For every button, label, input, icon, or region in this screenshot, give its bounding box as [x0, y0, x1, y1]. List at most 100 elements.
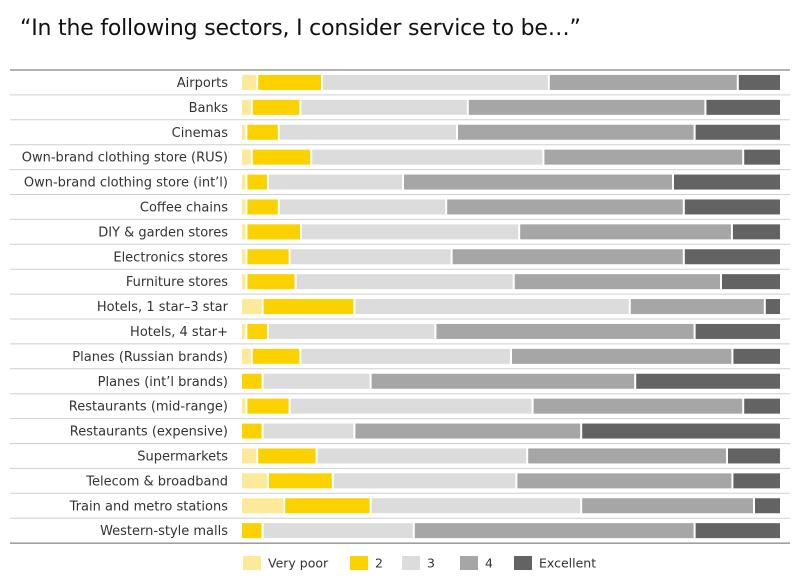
bar-segment: [744, 149, 780, 165]
legend-label: 2: [375, 556, 383, 571]
bar-segment: [355, 299, 629, 315]
bar-segment: [242, 473, 267, 489]
bar-segment: [695, 523, 780, 539]
bar-segment: [722, 274, 780, 290]
bar-segment: [549, 74, 737, 90]
bar-segment: [296, 274, 513, 290]
bar-segment: [744, 398, 780, 414]
category-label: Train and metro stations: [69, 499, 229, 514]
bar-segment: [242, 124, 246, 140]
category-label: Restaurants (expensive): [70, 425, 228, 440]
bar-segment: [252, 99, 300, 115]
bar-segment: [242, 74, 257, 90]
bar-segment: [247, 174, 267, 190]
category-label: Western-style malls: [100, 524, 228, 539]
bar-segment: [279, 124, 456, 140]
bar-segment: [242, 174, 246, 190]
bar-segment: [263, 299, 354, 315]
bar-segment: [404, 174, 672, 190]
bar-segment: [242, 498, 284, 514]
bar-segment: [355, 423, 581, 439]
bar-segment: [371, 498, 581, 514]
bar-segment: [247, 249, 289, 265]
bar-segment: [242, 373, 262, 389]
bar-segment: [684, 199, 780, 215]
legend-label: Very poor: [268, 556, 329, 571]
bar-segment: [733, 348, 780, 364]
bar-segment: [302, 224, 519, 240]
bar-segment: [290, 249, 451, 265]
bar-segment: [732, 224, 780, 240]
legend-swatch: [460, 556, 478, 570]
bar-segment: [533, 398, 743, 414]
legend-swatch: [514, 556, 532, 570]
bar-segment: [468, 99, 705, 115]
bar-segment: [684, 249, 780, 265]
legend-label: 4: [485, 556, 493, 571]
bar-segment: [706, 99, 780, 115]
bar-segment: [247, 224, 300, 240]
bar-segment: [630, 299, 764, 315]
category-label: Electronics stores: [113, 250, 228, 265]
category-label: Banks: [189, 101, 229, 116]
bar-segment: [436, 323, 694, 339]
category-label: Restaurants (mid-range): [69, 400, 228, 415]
bar-segment: [242, 523, 262, 539]
bar-segment: [247, 274, 295, 290]
bar-segment: [582, 498, 753, 514]
bar-segment: [517, 473, 732, 489]
bar-segment: [452, 249, 683, 265]
category-label: Telecom & broadband: [85, 474, 228, 489]
legend-swatch: [402, 556, 420, 570]
bar-segment: [301, 99, 467, 115]
category-label: Hotels, 1 star–3 star: [97, 300, 229, 315]
bar-segment: [242, 249, 246, 265]
bar-segment: [695, 323, 780, 339]
category-label: DIY & garden stores: [98, 225, 228, 240]
bar-segment: [269, 174, 402, 190]
bar-segment: [242, 323, 246, 339]
category-label: Own-brand clothing store (int’l): [24, 176, 228, 191]
bar-segment: [279, 199, 446, 215]
category-label: Cinemas: [172, 126, 229, 141]
bar-segment: [247, 323, 267, 339]
bar-segment: [242, 274, 246, 290]
bar-segment: [247, 199, 278, 215]
legend-swatch: [243, 556, 261, 570]
bar-segment: [512, 348, 732, 364]
bar-segment: [323, 74, 548, 90]
bar-segment: [636, 373, 780, 389]
bar-segment: [247, 124, 278, 140]
bar-segment: [414, 523, 694, 539]
bar-segment: [312, 149, 543, 165]
bar-segment: [258, 74, 321, 90]
bar-segment: [263, 373, 370, 389]
bar-segment: [242, 348, 251, 364]
bar-segment: [242, 99, 251, 115]
bar-segment: [520, 224, 731, 240]
bar-segment: [447, 199, 683, 215]
bar-segment: [371, 373, 635, 389]
bar-segment: [242, 224, 246, 240]
bar-segment: [263, 423, 354, 439]
bar-segment: [242, 299, 262, 315]
bar-segment: [333, 473, 516, 489]
bar-segment: [247, 398, 289, 414]
bar-segment: [755, 498, 780, 514]
bar-segment: [695, 124, 780, 140]
bar-segment: [242, 423, 262, 439]
category-label: Airports: [177, 76, 228, 91]
bar-segment: [242, 199, 246, 215]
chart-title: “In the following sectors, I consider se…: [20, 16, 581, 41]
category-label: Planes (Russian brands): [72, 350, 228, 365]
bar-segment: [738, 74, 780, 90]
category-label: Coffee chains: [140, 200, 228, 215]
bar-segment: [458, 124, 694, 140]
legend-label: Excellent: [539, 556, 596, 571]
bar-segment: [733, 473, 780, 489]
legend-swatch: [350, 556, 368, 570]
category-label: Hotels, 4 star+: [130, 325, 228, 340]
bar-segment: [290, 398, 532, 414]
bar-segment: [269, 473, 332, 489]
